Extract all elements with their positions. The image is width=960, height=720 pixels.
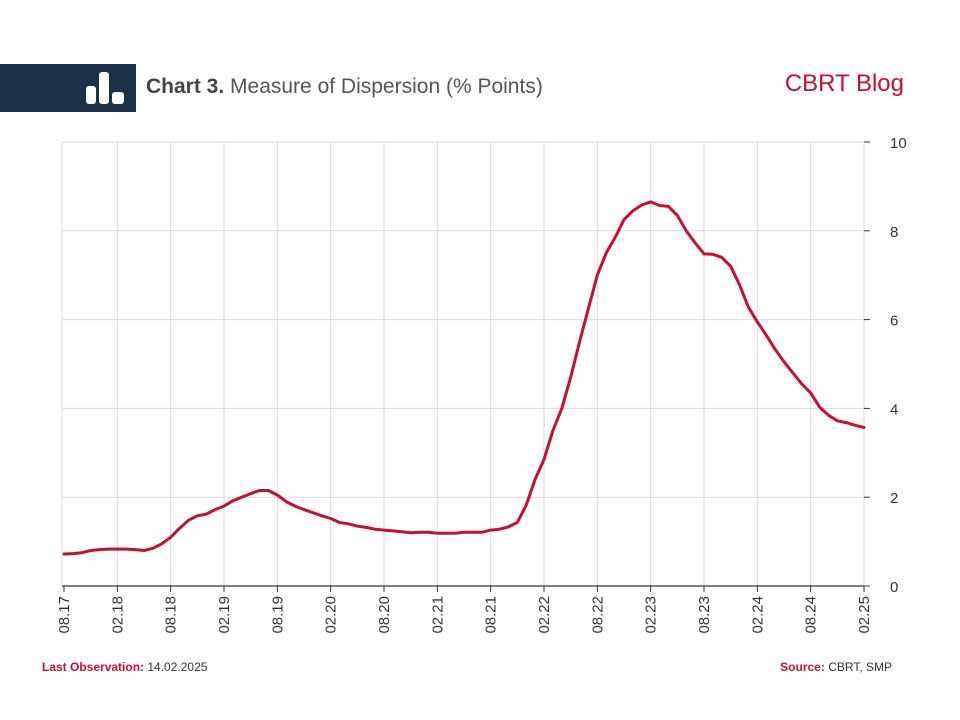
source-note: Source: CBRT, SMP [780, 660, 892, 674]
x-tick-label: 02.25 [856, 596, 873, 634]
x-tick-label: 02.19 [216, 596, 233, 634]
x-tick-label: 08.17 [56, 596, 73, 634]
y-tick-label: 10 [890, 135, 907, 152]
chart-title: Chart 3. Measure of Dispersion (% Points… [146, 75, 543, 99]
x-tick-label: 08.18 [163, 596, 180, 634]
x-tick-label: 02.23 [643, 596, 660, 634]
y-tick-label: 2 [890, 490, 898, 507]
y-tick-label: 4 [890, 401, 898, 418]
last-observation-label: Last Observation: [42, 660, 145, 674]
header-bar [0, 64, 136, 112]
x-tick-label: 02.18 [109, 596, 126, 634]
x-tick-label: 02.24 [749, 596, 766, 634]
chart-title-number: Chart 3. [146, 75, 225, 98]
brand-label: CBRT Blog [784, 70, 904, 97]
source-value: CBRT, SMP [828, 660, 892, 674]
x-tick-label: 08.21 [483, 596, 500, 634]
source-label: Source: [780, 660, 825, 674]
x-tick-label: 08.23 [696, 596, 713, 634]
chart-title-text: Measure of Dispersion (% Points) [230, 75, 543, 98]
x-tick-label: 02.20 [323, 596, 340, 634]
last-observation: Last Observation: 14.02.2025 [42, 660, 207, 674]
series-line [62, 200, 866, 556]
x-tick-label: 08.20 [376, 596, 393, 634]
bar-chart-icon [86, 72, 124, 104]
x-tick-label: 02.22 [536, 596, 553, 634]
x-tick-label: 08.19 [269, 596, 286, 634]
y-tick-label: 8 [890, 224, 898, 241]
y-tick-label: 6 [890, 313, 898, 330]
x-tick-label: 02.21 [429, 596, 446, 634]
last-observation-value: 14.02.2025 [147, 660, 208, 674]
x-tick-label: 08.22 [589, 596, 606, 634]
x-tick-label: 08.24 [803, 596, 820, 634]
y-tick-label: 0 [890, 579, 898, 596]
